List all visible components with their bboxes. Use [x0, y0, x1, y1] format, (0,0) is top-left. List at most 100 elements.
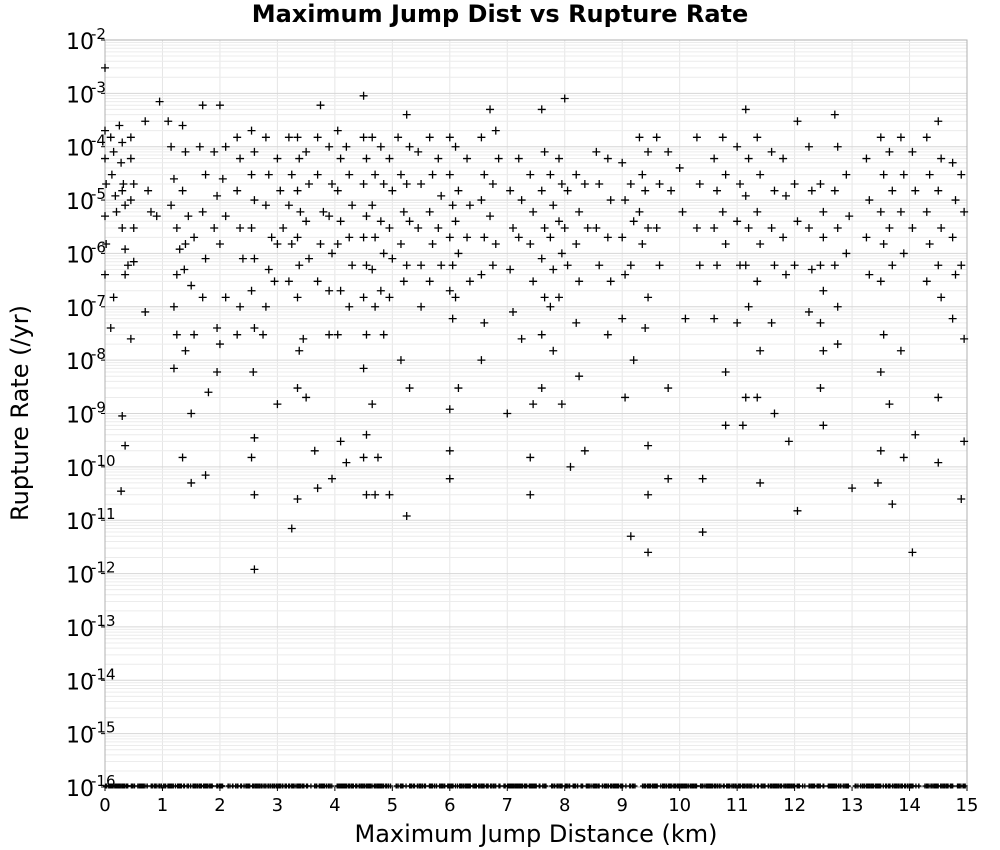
data-point — [425, 277, 434, 286]
data-point — [261, 201, 270, 210]
data-point — [465, 277, 474, 286]
data-point — [463, 154, 472, 163]
data-point — [885, 400, 894, 409]
y-axis-label: Rupture Rate (/yr) — [6, 305, 34, 521]
data-point — [250, 433, 259, 442]
data-point — [247, 286, 256, 295]
floor-point — [244, 783, 250, 789]
data-point — [362, 330, 371, 339]
data-point — [491, 126, 500, 135]
data-point — [721, 240, 730, 249]
data-point — [899, 170, 908, 179]
data-point — [359, 180, 368, 189]
x-tick-label: 3 — [272, 795, 283, 816]
data-point — [756, 170, 765, 179]
data-point — [445, 170, 454, 179]
floor-point — [120, 783, 126, 789]
data-point — [437, 261, 446, 270]
data-point — [371, 302, 380, 311]
data-point — [305, 180, 314, 189]
data-point — [626, 261, 635, 270]
data-point — [359, 133, 368, 142]
y-tick-label: 10-14 — [66, 665, 116, 695]
floor-point — [497, 783, 503, 789]
data-point — [899, 453, 908, 462]
data-point — [575, 277, 584, 286]
floor-point — [446, 783, 452, 789]
data-point — [529, 207, 538, 216]
data-point — [295, 154, 304, 163]
floor-point — [591, 783, 597, 789]
data-point — [557, 249, 566, 258]
x-tick-label: 6 — [444, 795, 455, 816]
floor-point — [457, 783, 463, 789]
data-point — [911, 430, 920, 439]
floor-point — [689, 783, 695, 789]
floor-point — [861, 783, 867, 789]
floor-point — [541, 783, 547, 789]
data-point — [368, 265, 377, 274]
data-point — [957, 261, 966, 270]
y-tick-exponent: -15 — [91, 719, 116, 737]
data-point — [112, 207, 121, 216]
data-point — [557, 180, 566, 189]
data-point — [606, 196, 615, 205]
data-point — [405, 217, 414, 226]
data-point — [876, 277, 885, 286]
data-point — [583, 223, 592, 232]
data-point — [302, 147, 311, 156]
data-point — [178, 121, 187, 130]
floor-point — [902, 783, 908, 789]
data-point — [417, 180, 426, 189]
data-point — [580, 446, 589, 455]
floor-point — [338, 783, 344, 789]
y-tick-base: 10 — [66, 457, 94, 482]
data-point — [908, 548, 917, 557]
data-point — [922, 207, 931, 216]
data-point — [434, 154, 443, 163]
floor-point — [608, 783, 614, 789]
floor-point — [672, 783, 678, 789]
data-point — [302, 393, 311, 402]
data-point — [313, 277, 322, 286]
data-point — [876, 367, 885, 376]
data-point — [181, 346, 190, 355]
data-point — [486, 212, 495, 221]
floor-point — [383, 783, 389, 789]
data-point — [506, 186, 515, 195]
data-point — [141, 307, 150, 316]
data-point — [509, 223, 518, 232]
floor-point — [411, 783, 417, 789]
data-point — [454, 384, 463, 393]
data-point — [934, 458, 943, 467]
data-point — [652, 223, 661, 232]
data-point — [101, 154, 109, 163]
data-point — [451, 142, 460, 151]
floor-point — [130, 783, 136, 789]
data-point — [572, 318, 581, 327]
data-point — [172, 270, 181, 279]
data-point — [885, 223, 894, 232]
data-point — [741, 393, 750, 402]
data-point — [488, 261, 497, 270]
data-point — [293, 186, 302, 195]
data-point — [833, 302, 842, 311]
x-tick-label: 12 — [783, 795, 806, 816]
y-tick-exponent: -2 — [91, 25, 106, 43]
data-point — [925, 170, 934, 179]
y-tick-exponent: -5 — [91, 185, 106, 203]
data-point — [540, 147, 549, 156]
y-tick-label: 10-5 — [66, 185, 106, 215]
floor-point — [721, 783, 727, 789]
data-point — [948, 233, 957, 242]
y-tick-base: 10 — [66, 297, 94, 322]
data-point — [310, 446, 319, 455]
data-point — [681, 314, 690, 323]
floor-point — [652, 783, 658, 789]
floor-point — [521, 783, 527, 789]
data-point — [129, 223, 138, 232]
x-tick-label: 5 — [387, 795, 398, 816]
data-point — [129, 257, 138, 266]
data-point — [221, 142, 230, 151]
data-point — [546, 302, 555, 311]
